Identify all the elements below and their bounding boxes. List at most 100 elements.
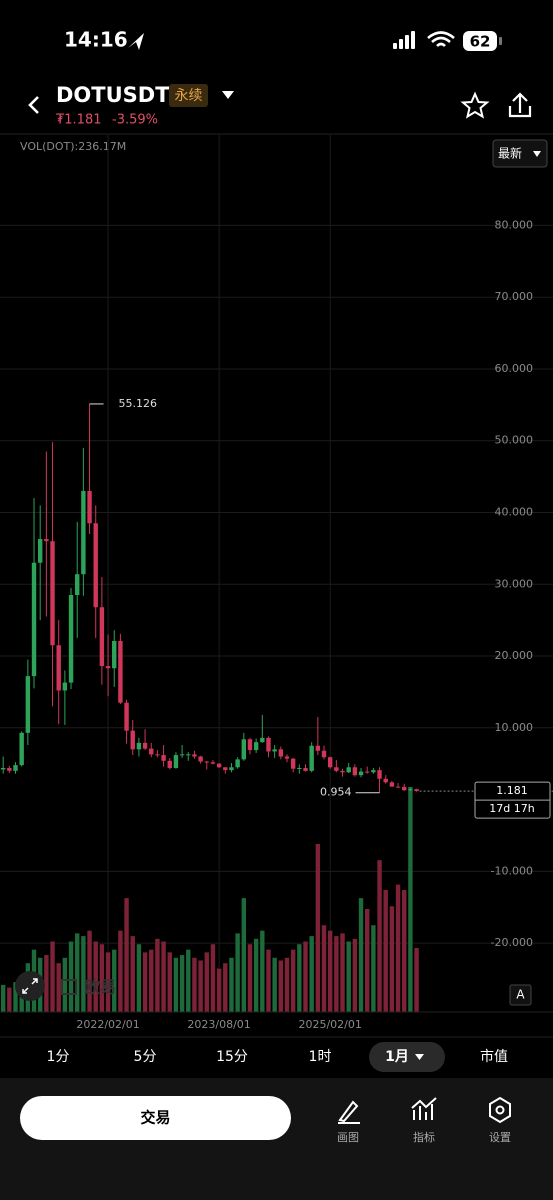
candle-body [136, 742, 142, 750]
volume-bar [124, 898, 129, 1012]
candle-body [19, 732, 24, 766]
volume-bar [303, 941, 308, 1012]
candle-body [408, 789, 413, 791]
volume-bar [223, 963, 228, 1012]
candle-body [414, 789, 419, 792]
candle-body [62, 682, 68, 691]
tool-label[interactable]: 指标 [413, 1130, 435, 1144]
candle-body [118, 640, 123, 703]
symbol-dropdown[interactable] [222, 91, 234, 99]
volume-bar [204, 952, 209, 1012]
timeframe-tab[interactable]: 5分 [134, 1049, 157, 1065]
candle-body [260, 737, 265, 743]
settings-icon[interactable] [489, 1096, 511, 1124]
candle-body [186, 754, 191, 756]
volume-bar [136, 944, 142, 1012]
candle-body [352, 767, 358, 776]
candle-body [315, 745, 321, 751]
timeframe-tab-active[interactable]: 1月 [385, 1049, 409, 1065]
volume-bar [192, 957, 197, 1012]
timeframe-tab[interactable]: 15分 [216, 1049, 248, 1065]
countdown: 17d 17h [489, 802, 534, 815]
candle-body [149, 748, 154, 755]
volume-bar [414, 947, 419, 1012]
volume-bar [321, 925, 327, 1012]
volume-bar [56, 963, 61, 1012]
share-button[interactable] [508, 92, 532, 118]
tool-label[interactable]: 画图 [337, 1131, 359, 1144]
candle-body [297, 767, 302, 769]
volume-bar [290, 949, 296, 1012]
price-type[interactable]: 最新 [498, 146, 522, 161]
candle-body [223, 767, 228, 771]
candle-body [278, 749, 284, 757]
candle-body [303, 767, 308, 771]
volume-bar [278, 960, 284, 1012]
candle-body [68, 595, 74, 683]
candle-body [371, 770, 376, 773]
x-tick-label: 2023/08/01 [187, 1018, 250, 1031]
timeframe-tab[interactable]: 1时 [309, 1049, 332, 1065]
location-icon [128, 33, 144, 50]
volume-bar [352, 938, 358, 1012]
auto-scale-button[interactable] [509, 984, 532, 1006]
candle-body [327, 757, 333, 768]
volume-bar [155, 938, 160, 1012]
back-button[interactable] [28, 96, 39, 114]
candle-body [365, 771, 370, 773]
volume-bar [161, 941, 166, 1012]
candle-body [124, 702, 129, 731]
volume-bar [210, 944, 216, 1012]
candle-body [93, 523, 98, 608]
tool-label[interactable]: 设置 [489, 1131, 511, 1144]
candle-body [192, 754, 197, 757]
volume-bar [81, 936, 86, 1012]
volume-bar [173, 957, 179, 1012]
candle-body [321, 750, 327, 758]
last-price: ₮1.181 [56, 113, 102, 128]
candle-body [204, 761, 209, 763]
y-tick-label: 50.000 [495, 434, 534, 447]
volume-bar [327, 930, 333, 1012]
candle-body [75, 574, 80, 596]
y-tick-label: 30.000 [495, 577, 534, 590]
timeframe-tab[interactable]: 市值 [480, 1048, 508, 1065]
fullscreen-icon [22, 978, 38, 994]
timeframe-tab[interactable]: 1分 [47, 1049, 70, 1065]
candle-body [235, 759, 240, 768]
draw-icon[interactable] [338, 1100, 360, 1124]
volume-bar [284, 957, 290, 1012]
y-tick-label: -20.000 [491, 936, 533, 949]
x-tick-label: 2025/02/01 [298, 1018, 361, 1031]
volume-bar [395, 884, 401, 1012]
candle-body [37, 539, 43, 563]
current-price: 1.181 [496, 784, 528, 797]
trade-label[interactable]: 交易 [140, 1109, 170, 1127]
candle-body [81, 490, 86, 575]
price-type-select[interactable] [492, 139, 548, 168]
volume-bar [87, 930, 92, 1012]
favorite-button[interactable] [460, 91, 490, 119]
volume-bar [118, 930, 123, 1012]
candle-body [130, 730, 135, 750]
volume-bar [383, 890, 388, 1012]
battery-level: 62 [470, 33, 491, 51]
indicator-icon[interactable] [411, 1097, 437, 1120]
symbol[interactable]: DOTUSDT [56, 83, 170, 107]
candle-body [266, 737, 271, 752]
candle-body [31, 562, 37, 677]
auto-scale[interactable]: A [516, 988, 525, 1002]
fullscreen-button[interactable] [15, 971, 45, 1001]
active-tab-bg [369, 1042, 445, 1072]
candle-body [346, 767, 351, 773]
volume-bar [358, 898, 364, 1012]
candle-body [334, 767, 339, 771]
volume-bar [272, 957, 277, 1012]
candle-body [290, 758, 296, 769]
battery-icon [463, 31, 497, 51]
candle-body [44, 539, 49, 542]
candle-body [155, 754, 160, 756]
volume-bar [13, 982, 18, 1012]
trade-button[interactable] [20, 1096, 291, 1140]
